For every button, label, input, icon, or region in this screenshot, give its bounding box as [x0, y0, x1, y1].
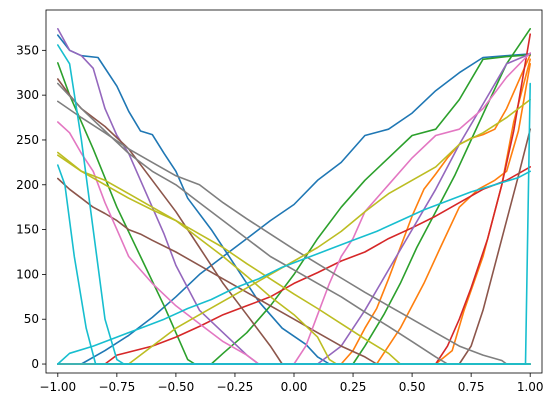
series-line-14: [57, 78, 531, 365]
series-line-24: [57, 170, 531, 365]
x-tick-label: −0.50: [158, 380, 195, 394]
series-line-9: [57, 166, 531, 365]
x-axis-ticks: −1.00 −0.75 −0.50 −0.25 0.00 0.25 0.50 0.75 1.00: [39, 373, 544, 394]
y-tick-label: 300: [16, 88, 39, 102]
x-tick-label: 0.00: [281, 380, 308, 394]
series-line-3: [57, 54, 531, 365]
series-line-12: [57, 53, 531, 365]
series-line-22: [57, 154, 531, 365]
series-line-20: [57, 151, 531, 365]
series-line-13: [57, 177, 531, 365]
series-line-19: [57, 82, 531, 365]
y-tick-label: 100: [16, 267, 39, 281]
series-line-5: [57, 58, 531, 365]
x-tick-label: 0.25: [340, 380, 367, 394]
x-tick-label: −1.00: [39, 380, 76, 394]
y-tick-label: 200: [16, 178, 39, 192]
series-line-4: [57, 63, 531, 365]
y-axis-ticks: 0 50 100 150 200 250 300 350: [16, 43, 46, 371]
series-line-10: [57, 33, 531, 365]
x-tick-label: 0.50: [399, 380, 426, 394]
y-tick-label: 50: [24, 312, 39, 326]
series-line-18: [57, 100, 531, 365]
series-line-21: [57, 98, 531, 365]
y-tick-label: 0: [31, 357, 39, 371]
x-tick-label: −0.25: [217, 380, 254, 394]
series-line-15: [57, 128, 531, 365]
y-tick-label: 250: [16, 133, 39, 147]
y-tick-label: 150: [16, 223, 39, 237]
series-line-26: [57, 164, 531, 365]
y-tick-label: 350: [16, 43, 39, 57]
series-line-25: [57, 82, 531, 365]
x-tick-label: 0.75: [458, 380, 485, 394]
series-layer: [57, 28, 531, 365]
x-tick-label: 1.00: [517, 380, 544, 394]
series-line-6: [57, 62, 531, 365]
x-tick-label: −0.75: [98, 380, 135, 394]
series-line-2: [57, 34, 531, 365]
